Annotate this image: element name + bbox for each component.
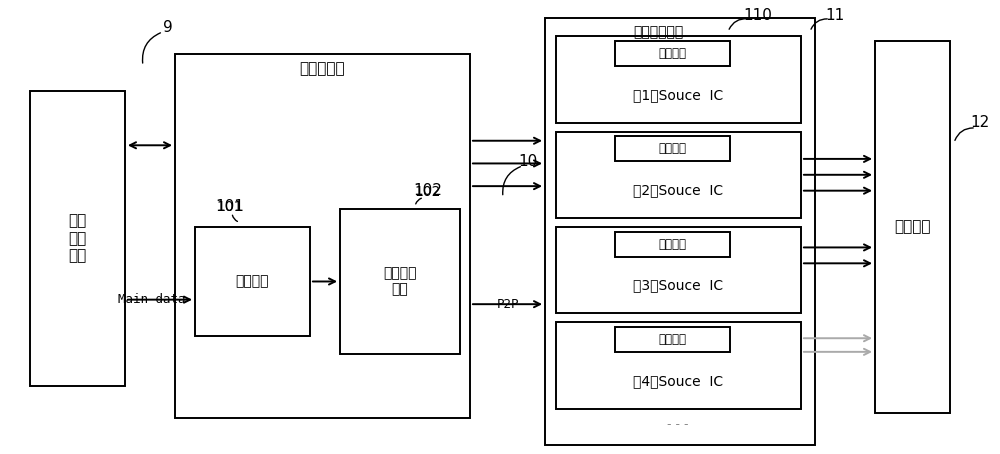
Text: 9: 9: [163, 20, 173, 35]
Text: 数据
传输
组件: 数据 传输 组件: [68, 213, 87, 263]
Bar: [195, 227, 310, 336]
Text: 第4个Souce  IC: 第4个Souce IC: [633, 374, 724, 388]
Text: P2P: P2P: [497, 298, 519, 311]
Text: 12: 12: [970, 115, 990, 130]
Bar: [30, 91, 125, 386]
Bar: [615, 327, 730, 352]
Text: 侦测单元: 侦测单元: [236, 275, 269, 288]
Bar: [875, 41, 950, 413]
Text: 画面控制
单元: 画面控制 单元: [383, 266, 417, 296]
Bar: [615, 232, 730, 257]
Text: 101: 101: [217, 200, 243, 213]
Text: 第1个Souce  IC: 第1个Souce IC: [633, 88, 724, 102]
Text: 第3个Souce  IC: 第3个Souce IC: [633, 279, 724, 293]
Text: 源极驱动芯片: 源极驱动芯片: [633, 25, 684, 39]
Text: 行缓存器: 行缓存器: [658, 333, 686, 346]
Text: 时序控制器: 时序控制器: [300, 61, 345, 76]
Text: 行缓存器: 行缓存器: [658, 237, 686, 251]
Text: - - -: - - -: [667, 418, 689, 431]
Text: 102: 102: [415, 185, 441, 198]
Bar: [615, 41, 730, 66]
Text: 显示面板: 显示面板: [894, 219, 931, 235]
Text: 第2个Souce  IC: 第2个Souce IC: [633, 183, 724, 197]
Bar: [615, 136, 730, 161]
Text: 行缓存器: 行缓存器: [658, 47, 686, 60]
Bar: [175, 54, 470, 418]
Bar: [556, 227, 801, 313]
Bar: [340, 209, 460, 354]
Text: 行缓存器: 行缓存器: [658, 142, 686, 155]
Text: 102: 102: [414, 183, 442, 198]
Bar: [556, 36, 801, 123]
Text: Main data: Main data: [118, 293, 186, 306]
Text: 10: 10: [518, 153, 538, 169]
Bar: [556, 132, 801, 218]
Text: 101: 101: [216, 199, 244, 214]
Text: 110: 110: [744, 8, 772, 24]
Bar: [556, 322, 801, 409]
Text: 11: 11: [825, 8, 845, 24]
Bar: [545, 18, 815, 445]
